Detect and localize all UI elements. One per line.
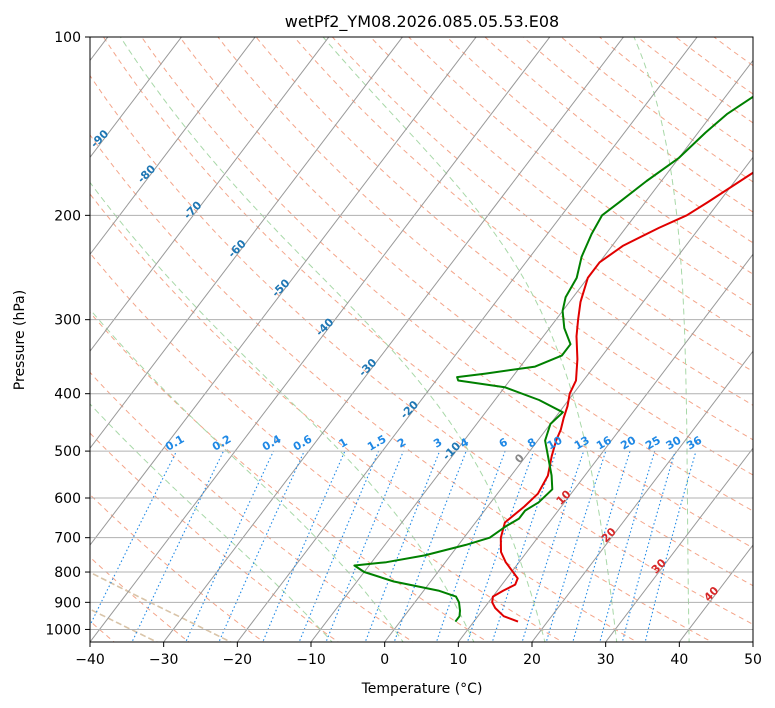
x-tick-label: 50 — [744, 652, 762, 668]
mixing-ratio-line — [572, 450, 631, 642]
y-tick-label: 400 — [54, 387, 81, 403]
y-tick-label: 1000 — [45, 622, 81, 638]
x-axis-label: Temperature (°C) — [361, 681, 483, 697]
mixing-ratio-line — [466, 450, 535, 642]
x-tick-label: 40 — [670, 652, 688, 668]
x-tick-label: 20 — [523, 652, 541, 668]
chart-title: wetPf2_YM08.2026.085.05.53.E08 — [285, 12, 559, 32]
profiles — [353, 95, 753, 623]
y-tick-label: 100 — [54, 30, 81, 46]
y-tick-label: 800 — [54, 565, 81, 581]
isotherm — [90, 37, 256, 256]
dewpoint-profile — [353, 95, 753, 623]
y-tick-label: 700 — [54, 531, 81, 547]
mixing-ratio-line — [131, 450, 224, 642]
mixing-ratio-line — [364, 450, 441, 642]
isotherm — [90, 37, 477, 546]
x-axis-ticks: −40 −30 −20 −10 0 10 20 30 40 50 — [75, 642, 762, 668]
isotherm — [90, 37, 183, 159]
mixing-ratio-line — [621, 450, 676, 642]
mixing-ratio-line — [521, 450, 585, 642]
mixing-ratio-line — [435, 450, 506, 642]
x-tick-label: 10 — [449, 652, 467, 668]
x-tick-label: 30 — [597, 652, 615, 668]
y-axis-label: Pressure (hPa) — [12, 290, 28, 390]
x-tick-label: −10 — [296, 652, 326, 668]
isotherm — [605, 447, 753, 642]
y-axis-ticks: 100 200 300 400 500 600 700 800 900 1000 — [45, 30, 90, 638]
isotherm — [457, 253, 753, 642]
isotherm — [90, 37, 551, 642]
y-tick-label: 500 — [54, 444, 81, 460]
mixing-ratio-line — [298, 450, 380, 642]
mixing-ratio-line — [545, 450, 607, 642]
dry-adiabat — [90, 134, 713, 642]
temperature-profile — [491, 171, 753, 623]
x-tick-label: −40 — [75, 652, 105, 668]
background-lines — [90, 37, 753, 642]
isotherm — [236, 37, 698, 642]
line-labels: 0.10.20.40.611.52346810131620253036-100-… — [90, 127, 722, 604]
isotherm — [90, 37, 330, 353]
x-tick-label: −30 — [149, 652, 179, 668]
y-tick-label: 200 — [54, 208, 81, 224]
y-tick-label: 900 — [54, 595, 81, 611]
dry-adiabat — [140, 37, 753, 549]
dry-adiabat — [90, 252, 564, 642]
x-tick-label: −20 — [223, 652, 253, 668]
x-tick-label: 0 — [380, 652, 389, 668]
isotherm — [531, 350, 753, 642]
mixing-ratio-line — [644, 450, 697, 642]
y-tick-label: 600 — [54, 491, 81, 507]
plot-frame — [89, 36, 754, 643]
dry-adiabat — [102, 37, 753, 587]
mixing-ratio-line — [491, 450, 557, 642]
isotherm — [384, 156, 753, 642]
isotherm — [310, 59, 753, 642]
dry-adiabat — [408, 37, 753, 307]
moist-adiabat — [90, 403, 333, 642]
isotherm — [163, 37, 625, 642]
mixing-ratio-line — [185, 450, 274, 642]
dry-adiabat — [217, 37, 753, 476]
mixing-ratio-line — [393, 450, 467, 642]
pressure-grid — [90, 37, 753, 630]
dry-adiabat — [331, 37, 753, 373]
dry-adiabat — [90, 74, 753, 625]
isotherm — [90, 37, 404, 449]
y-tick-label: 300 — [54, 313, 81, 329]
mixing-ratio-line — [599, 450, 656, 642]
